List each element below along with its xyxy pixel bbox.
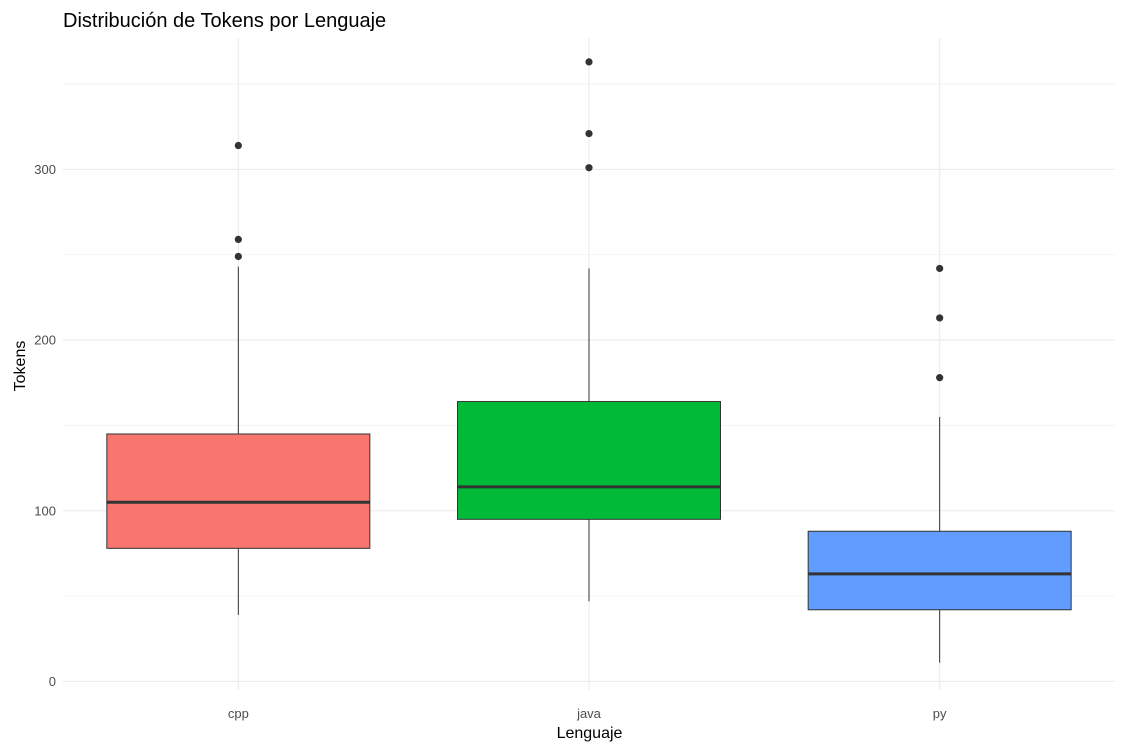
x-tick-label-py: py xyxy=(933,706,947,721)
outlier-point xyxy=(936,374,944,382)
outlier-point xyxy=(585,129,593,138)
box-group-cpp xyxy=(106,141,371,615)
box-iqr xyxy=(457,401,721,520)
chart-title: Distribución de Tokens por Lenguaje xyxy=(63,10,386,32)
outlier-point xyxy=(936,264,944,273)
outlier-point xyxy=(585,58,593,66)
box-iqr xyxy=(106,433,371,549)
y-tick-label: 300 xyxy=(34,162,56,177)
outlier-point xyxy=(234,252,242,261)
outlier-point xyxy=(585,164,593,172)
outlier-point xyxy=(234,141,242,150)
box-iqr xyxy=(807,530,1072,611)
x-tick-label-cpp: cpp xyxy=(228,706,249,721)
x-axis-title: Lenguaje xyxy=(557,725,623,742)
label-layer: Distribución de Tokens por Lenguaje Leng… xyxy=(12,10,947,742)
y-tick-label: 200 xyxy=(34,333,56,348)
x-tick-label-java: java xyxy=(576,706,602,721)
outlier-point xyxy=(234,235,242,244)
box-group-java xyxy=(457,58,721,602)
y-axis-title: Tokens xyxy=(12,341,29,392)
y-tick-label: 100 xyxy=(34,503,56,518)
box-group-py xyxy=(807,264,1072,663)
y-tick-label: 0 xyxy=(49,674,56,689)
outlier-point xyxy=(936,314,944,322)
box-layer xyxy=(106,58,1072,663)
